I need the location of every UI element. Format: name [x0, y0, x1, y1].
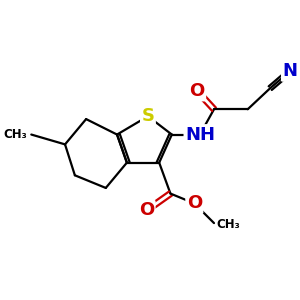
Text: CH₃: CH₃: [3, 128, 27, 141]
Text: O: O: [187, 194, 202, 212]
Text: NH: NH: [185, 125, 215, 143]
Text: O: O: [190, 82, 205, 100]
Text: S: S: [141, 107, 154, 125]
Text: N: N: [282, 62, 297, 80]
Text: O: O: [139, 201, 154, 219]
Text: CH₃: CH₃: [217, 218, 241, 231]
